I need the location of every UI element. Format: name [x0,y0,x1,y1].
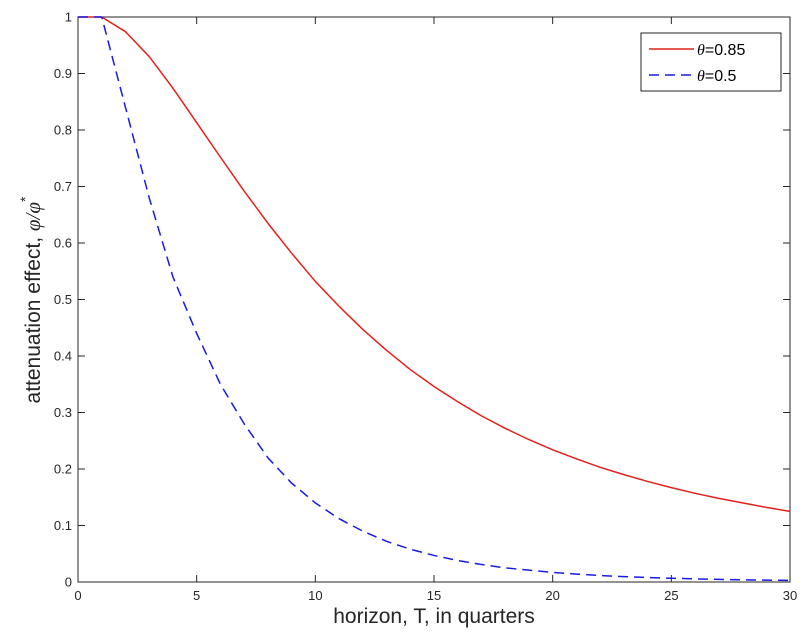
series-line-2 [78,16,791,582]
y-tick-label: 0 [65,575,72,590]
series-line-1 [78,16,791,513]
legend-value-series-2: =0.5 [705,68,737,85]
y-tick-label: 0.2 [54,462,72,477]
y-tick-label: 0.5 [54,292,72,307]
legend-value-series-1: =0.85 [705,42,746,59]
y-tick-label: 0.7 [54,179,72,194]
x-tick-label: 5 [193,588,200,603]
x-tick-label: 30 [783,588,797,603]
x-tick-label: 25 [664,588,678,603]
x-tick-label: 20 [545,588,559,603]
plot-area [77,16,791,583]
y-axis-title: attenuation effect, φ/φ* [17,196,45,404]
y-axis-title-prefix: attenuation effect, [22,231,45,403]
y-tick-label: 1 [65,10,72,25]
y-tick-label: 0.4 [54,349,72,364]
x-tick-label: 10 [308,588,322,603]
legend-box [640,32,782,92]
x-tick-label: 15 [427,588,441,603]
y-axis-title-symbol: φ/φ [21,202,45,231]
legend-label-series-2: θ=0.5 [697,68,737,85]
y-tick-label: 0.6 [54,236,72,251]
legend-symbol-series-2: θ [697,68,705,85]
y-axis-title-superscript: * [17,196,33,202]
legend-symbol-series-1: θ [697,42,705,59]
legend: θ=0.85 θ=0.5 [640,32,782,92]
series-layer [78,16,791,582]
y-tick-label: 0.3 [54,405,72,420]
legend-label-series-1: θ=0.85 [697,42,745,59]
x-tick-label: 0 [74,588,81,603]
y-tick-label: 0.8 [54,123,72,138]
y-tick-label: 0.9 [54,66,72,81]
axis-ticks: 0 5 10 15 20 25 30 0 0.1 0.2 0.3 0.4 0.5 0.6 0.7 0.8 0.9… [54,10,797,604]
y-tick-label: 0.1 [54,518,72,533]
x-axis-title: horizon, T, in quarters [333,605,535,628]
